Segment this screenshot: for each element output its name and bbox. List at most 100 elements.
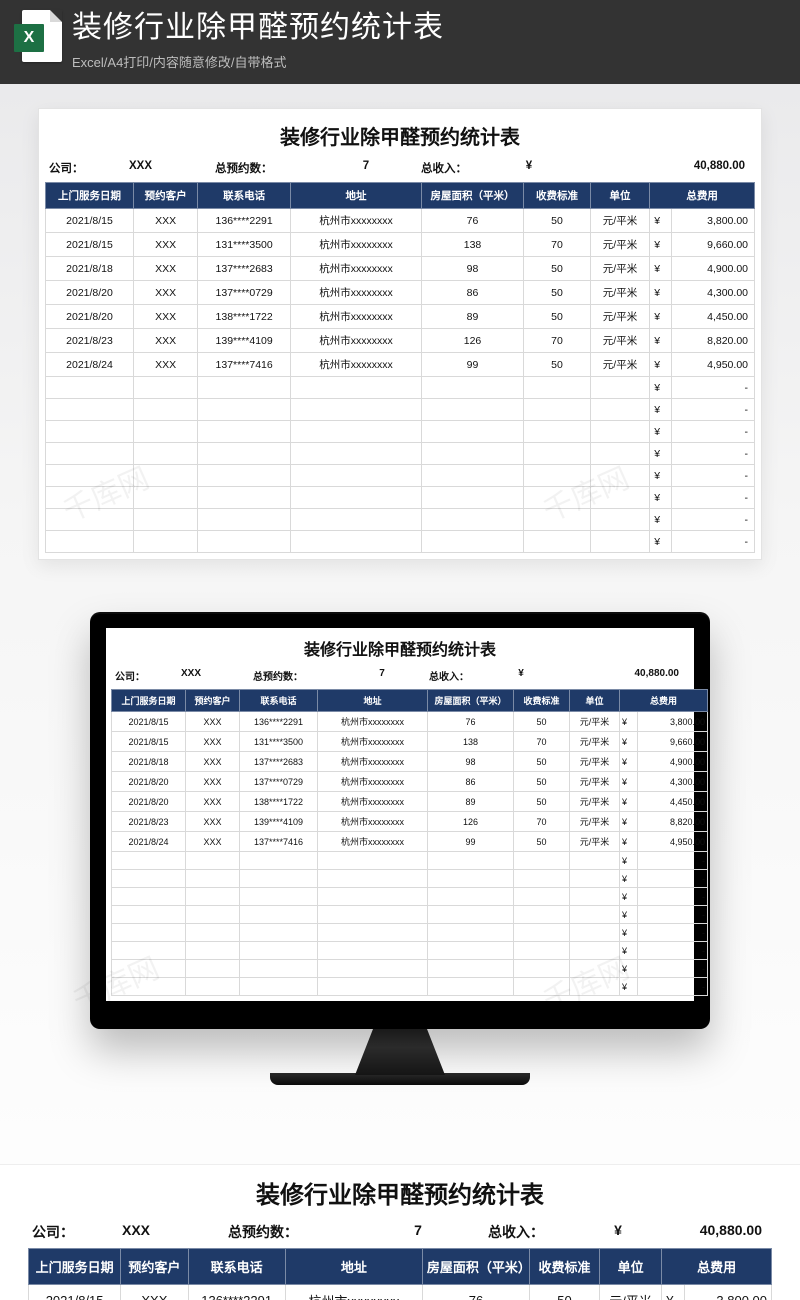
income-value: 40,880.00: [593, 160, 751, 176]
col-header: 联系电话: [240, 690, 318, 712]
sheet-inner: 装修行业除甲醛预约统计表公司：XXX总预约数：7总收入：¥40,880.00上门…: [28, 1171, 772, 1300]
count-label: 总预约数：: [228, 1222, 348, 1242]
col-header: 单位: [599, 1249, 661, 1285]
sheet-card-top: 装修行业除甲醛预约统计表公司：XXX总预约数：7总收入：¥40,880.00上门…: [38, 108, 762, 560]
table-row-empty: ¥-: [46, 487, 755, 509]
company-value: XXX: [122, 1222, 228, 1242]
income-label: 总收入：: [488, 1222, 568, 1242]
company-label: 公司：: [115, 668, 181, 683]
table-row-empty: ¥-: [112, 852, 708, 870]
summary-row: 公司：XXX总预约数：7总收入：¥40,880.00: [45, 158, 755, 182]
table-row: 2021/8/15XXX136****2291杭州市xxxxxxxx7650元/…: [29, 1285, 772, 1300]
col-header: 预约客户: [186, 690, 240, 712]
col-header: 预约客户: [121, 1249, 188, 1285]
sheet-title: 装修行业除甲醛预约统计表: [111, 634, 689, 666]
table-row-empty: ¥-: [46, 509, 755, 531]
income-label: 总收入：: [421, 160, 487, 176]
table-row-empty: ¥-: [112, 978, 708, 996]
table-row: 2021/8/15XXX131****3500杭州市xxxxxxxx13870元…: [46, 233, 755, 257]
table-row-empty: ¥-: [112, 924, 708, 942]
col-header: 地址: [318, 690, 428, 712]
count-value: 7: [311, 160, 421, 176]
table-row-empty: ¥-: [112, 960, 708, 978]
table-row: 2021/8/20XXX138****1722杭州市xxxxxxxx8950元/…: [46, 305, 755, 329]
table-row: 2021/8/18XXX137****2683杭州市xxxxxxxx9850元/…: [46, 257, 755, 281]
sheet-inner: 装修行业除甲醛预约统计表公司：XXX总预约数：7总收入：¥40,880.00上门…: [45, 117, 755, 553]
sheet-card-bottom: 装修行业除甲醛预约统计表公司：XXX总预约数：7总收入：¥40,880.00上门…: [0, 1164, 800, 1300]
header-row: 上门服务日期预约客户联系电话地址房屋面积（平米）收费标准单位总费用: [112, 690, 708, 712]
col-header: 单位: [570, 690, 620, 712]
col-header: 房屋面积（平米）: [428, 690, 514, 712]
sheet-title: 装修行业除甲醛预约统计表: [28, 1171, 772, 1220]
col-header: 上门服务日期: [46, 183, 134, 209]
header-row: 上门服务日期预约客户联系电话地址房屋面积（平米）收费标准单位总费用: [29, 1249, 772, 1285]
topbar: X 装修行业除甲醛预约统计表 Excel/A4打印/内容随意修改/自带格式: [0, 0, 800, 84]
data-table: 上门服务日期预约客户联系电话地址房屋面积（平米）收费标准单位总费用2021/8/…: [45, 182, 755, 553]
monitor-mockup: 装修行业除甲醛预约统计表公司：XXX总预约数：7总收入：¥40,880.00上门…: [90, 612, 710, 1085]
table-row-empty: ¥-: [112, 942, 708, 960]
col-header: 收费标准: [530, 1249, 600, 1285]
header-row: 上门服务日期预约客户联系电话地址房屋面积（平米）收费标准单位总费用: [46, 183, 755, 209]
table-row-empty: ¥-: [46, 465, 755, 487]
income-value: 40,880.00: [575, 668, 685, 683]
table-row: 2021/8/20XXX137****0729杭州市xxxxxxxx8650元/…: [112, 772, 708, 792]
col-header: 地址: [285, 1249, 422, 1285]
table-row: 2021/8/15XXX136****2291杭州市xxxxxxxx7650元/…: [112, 712, 708, 732]
page-title: 装修行业除甲醛预约统计表: [72, 10, 786, 46]
table-row: 2021/8/20XXX138****1722杭州市xxxxxxxx8950元/…: [112, 792, 708, 812]
col-header: 预约客户: [134, 183, 198, 209]
table-row: 2021/8/15XXX131****3500杭州市xxxxxxxx13870元…: [112, 732, 708, 752]
col-header: 地址: [291, 183, 422, 209]
count-label: 总预约数：: [253, 668, 335, 683]
page-subtitle: Excel/A4打印/内容随意修改/自带格式: [72, 52, 786, 71]
col-header: 联系电话: [198, 183, 291, 209]
table-row-empty: ¥-: [46, 443, 755, 465]
col-header: 上门服务日期: [29, 1249, 121, 1285]
data-table: 上门服务日期预约客户联系电话地址房屋面积（平米）收费标准单位总费用2021/8/…: [28, 1248, 772, 1300]
company-value: XXX: [129, 160, 215, 176]
currency-label: ¥: [568, 1222, 668, 1242]
excel-file-icon: X: [14, 10, 62, 66]
company-label: 公司：: [32, 1222, 122, 1242]
table-row: 2021/8/18XXX137****2683杭州市xxxxxxxx9850元/…: [112, 752, 708, 772]
table-row: 2021/8/24XXX137****7416杭州市xxxxxxxx9950元/…: [112, 832, 708, 852]
income-value: 40,880.00: [694, 1222, 768, 1242]
table-row: 2021/8/24XXX137****7416杭州市xxxxxxxx9950元/…: [46, 353, 755, 377]
col-header: 总费用: [662, 1249, 772, 1285]
summary-row: 公司：XXX总预约数：7总收入：¥40,880.00: [28, 1220, 772, 1248]
table-row: 2021/8/23XXX139****4109杭州市xxxxxxxx12670元…: [46, 329, 755, 353]
col-header: 单位: [590, 183, 649, 209]
currency-label: ¥: [487, 160, 571, 176]
sheet-title: 装修行业除甲醛预约统计表: [45, 117, 755, 158]
count-value: 7: [348, 1222, 488, 1242]
currency-label: ¥: [485, 668, 557, 683]
monitor-screen: 装修行业除甲醛预约统计表公司：XXX总预约数：7总收入：¥40,880.00上门…: [106, 628, 694, 1001]
company-value: XXX: [181, 668, 253, 683]
sheet-inner: 装修行业除甲醛预约统计表公司：XXX总预约数：7总收入：¥40,880.00上门…: [111, 634, 689, 996]
count-value: 7: [335, 668, 429, 683]
table-row-empty: ¥-: [46, 421, 755, 443]
col-header: 收费标准: [514, 690, 570, 712]
col-header: 房屋面积（平米）: [421, 183, 523, 209]
summary-row: 公司：XXX总预约数：7总收入：¥40,880.00: [111, 666, 689, 689]
col-header: 总费用: [650, 183, 755, 209]
col-header: 房屋面积（平米）: [422, 1249, 529, 1285]
table-row-empty: ¥-: [112, 906, 708, 924]
table-row-empty: ¥-: [112, 888, 708, 906]
col-header: 收费标准: [524, 183, 591, 209]
table-row: 2021/8/20XXX137****0729杭州市xxxxxxxx8650元/…: [46, 281, 755, 305]
table-row-empty: ¥-: [46, 399, 755, 421]
table-row: 2021/8/15XXX136****2291杭州市xxxxxxxx7650元/…: [46, 209, 755, 233]
company-label: 公司：: [49, 160, 129, 176]
col-header: 上门服务日期: [112, 690, 186, 712]
table-row-empty: ¥-: [46, 531, 755, 553]
excel-x-badge: X: [14, 24, 44, 52]
count-label: 总预约数：: [215, 160, 311, 176]
col-header: 总费用: [620, 690, 708, 712]
table-row-empty: ¥-: [112, 870, 708, 888]
col-header: 联系电话: [188, 1249, 285, 1285]
table-row: 2021/8/23XXX139****4109杭州市xxxxxxxx12670元…: [112, 812, 708, 832]
data-table: 上门服务日期预约客户联系电话地址房屋面积（平米）收费标准单位总费用2021/8/…: [111, 689, 708, 996]
income-label: 总收入：: [429, 668, 485, 683]
table-row-empty: ¥-: [46, 377, 755, 399]
